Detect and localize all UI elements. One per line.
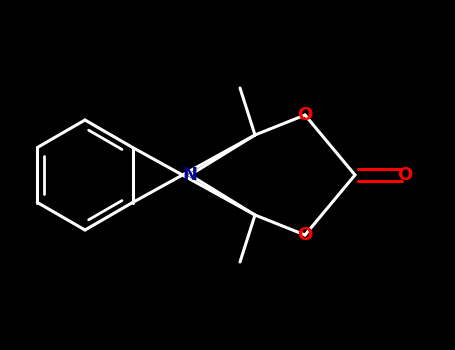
Text: O: O [298, 226, 313, 244]
Text: O: O [397, 166, 413, 184]
Text: N: N [182, 166, 197, 184]
Text: O: O [298, 106, 313, 124]
